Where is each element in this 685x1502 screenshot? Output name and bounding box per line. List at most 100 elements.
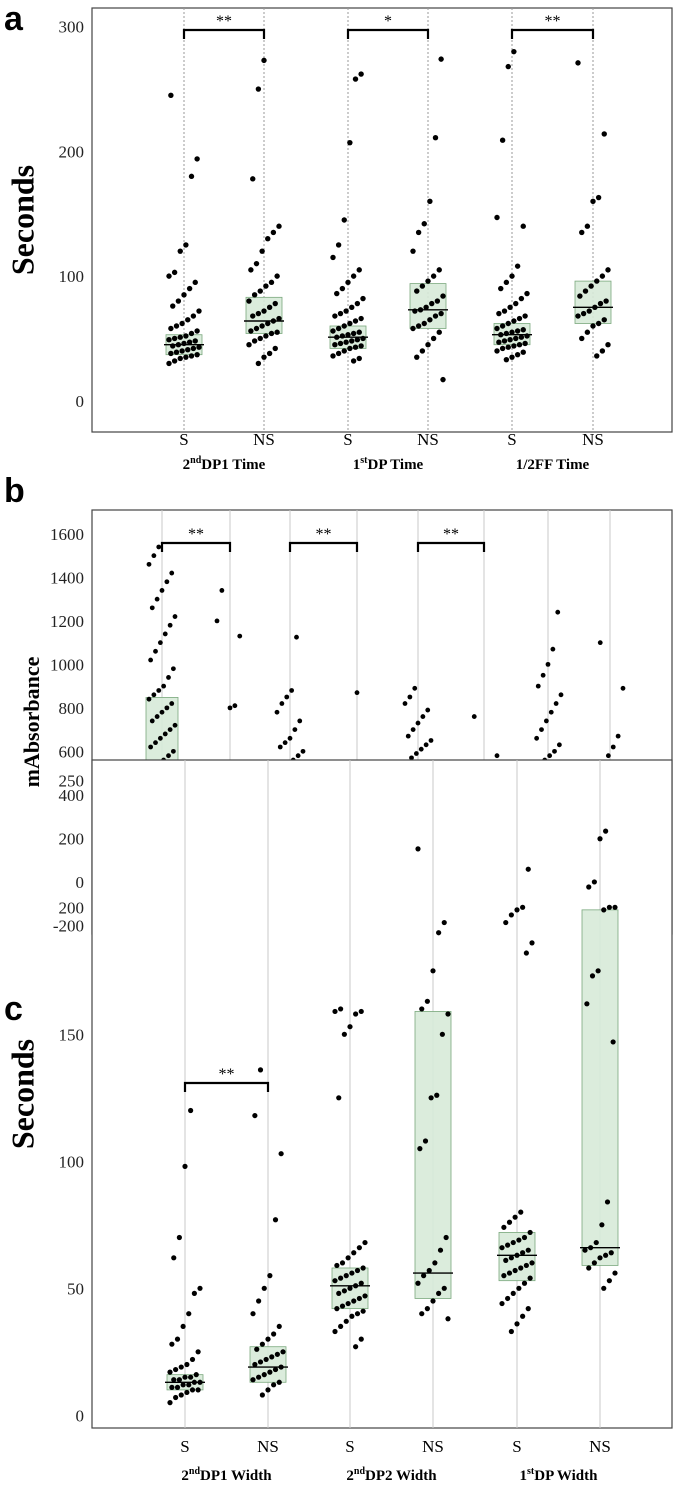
data-point [171, 269, 178, 276]
data-point [184, 1361, 190, 1368]
data-point [419, 283, 426, 289]
data-point [257, 288, 263, 294]
category-label: 1stDP Width [520, 1466, 599, 1484]
data-point [445, 1316, 451, 1322]
category-sup: nd [354, 1466, 366, 1477]
data-point [349, 1313, 355, 1319]
data-point [179, 348, 185, 354]
data-point [178, 1364, 184, 1370]
data-point [277, 744, 283, 750]
data-point [591, 1260, 597, 1266]
data-point [178, 1392, 184, 1398]
data-point [510, 1239, 516, 1246]
y-tick-label: 400 [59, 786, 85, 805]
category-main: 1/2FF Time [516, 457, 590, 473]
data-point [606, 1278, 612, 1284]
data-point [414, 288, 420, 294]
data-point [347, 139, 353, 146]
data-point [261, 57, 267, 64]
data-point [153, 740, 158, 746]
data-point [334, 1306, 340, 1312]
group-2: S NS 1stDP Width [497, 760, 620, 1484]
data-point [343, 339, 349, 345]
data-point [513, 300, 519, 307]
data-point [610, 744, 616, 750]
data-point [157, 640, 163, 646]
data-point [356, 329, 362, 335]
data-point [508, 1255, 514, 1261]
category-main: 2 [181, 1468, 189, 1484]
data-point [166, 675, 171, 680]
data-point [338, 1275, 344, 1281]
data-point [246, 298, 252, 304]
data-point [508, 912, 514, 918]
data-point [332, 1328, 338, 1335]
data-point [499, 323, 506, 329]
data-point [496, 310, 502, 317]
y-tick-label: 0 [76, 873, 85, 892]
data-point [272, 300, 278, 307]
data-point [521, 1234, 528, 1241]
data-point [508, 1328, 514, 1335]
data-point [605, 342, 611, 348]
data-point [441, 1285, 447, 1291]
data-point [522, 313, 528, 319]
data-point [499, 1300, 505, 1307]
data-point [161, 683, 167, 689]
y-tick-label: 250 [59, 771, 85, 790]
data-point [271, 1382, 277, 1388]
data-point [514, 1321, 520, 1327]
data-point [173, 323, 180, 329]
data-point [518, 1209, 524, 1215]
data-point [195, 1387, 201, 1393]
significance-label: ** [545, 13, 561, 30]
data-point [173, 1394, 179, 1401]
data-point [259, 323, 265, 329]
data-point [432, 1260, 438, 1266]
data-point [272, 1366, 279, 1373]
data-point [341, 323, 347, 329]
data-point [347, 1024, 353, 1030]
data-point [195, 1349, 201, 1355]
data-point [164, 579, 170, 585]
data-point [279, 701, 285, 706]
data-point [516, 342, 523, 348]
data-point [582, 288, 589, 294]
data-point [499, 1245, 505, 1251]
subgroup-label: S [512, 1437, 521, 1456]
data-point [535, 683, 541, 689]
data-point [577, 293, 583, 299]
data-point [257, 1067, 264, 1073]
data-point [584, 223, 591, 229]
data-point [171, 358, 178, 364]
data-point [341, 217, 347, 223]
data-point [278, 1151, 284, 1157]
data-point [413, 751, 419, 756]
data-point [252, 1361, 258, 1368]
data-point [575, 313, 581, 319]
data-point [358, 315, 364, 322]
data-point [254, 1346, 260, 1352]
data-point [349, 304, 355, 310]
data-point [514, 907, 520, 913]
data-point [272, 1217, 279, 1223]
category-main: 1 [520, 1468, 528, 1484]
data-point [612, 1270, 618, 1276]
data-point [427, 198, 433, 204]
data-point [425, 707, 431, 713]
data-point [540, 672, 546, 678]
data-point [194, 351, 200, 358]
data-point [330, 328, 336, 334]
data-point [441, 919, 447, 926]
data-point [174, 1384, 181, 1390]
data-point [499, 345, 506, 352]
data-point [358, 71, 364, 77]
data-point [294, 634, 299, 640]
data-point [507, 337, 513, 343]
data-point [347, 320, 353, 327]
data-point [345, 1255, 351, 1261]
data-point [193, 1372, 199, 1378]
data-point [505, 320, 511, 327]
data-point [194, 328, 200, 334]
